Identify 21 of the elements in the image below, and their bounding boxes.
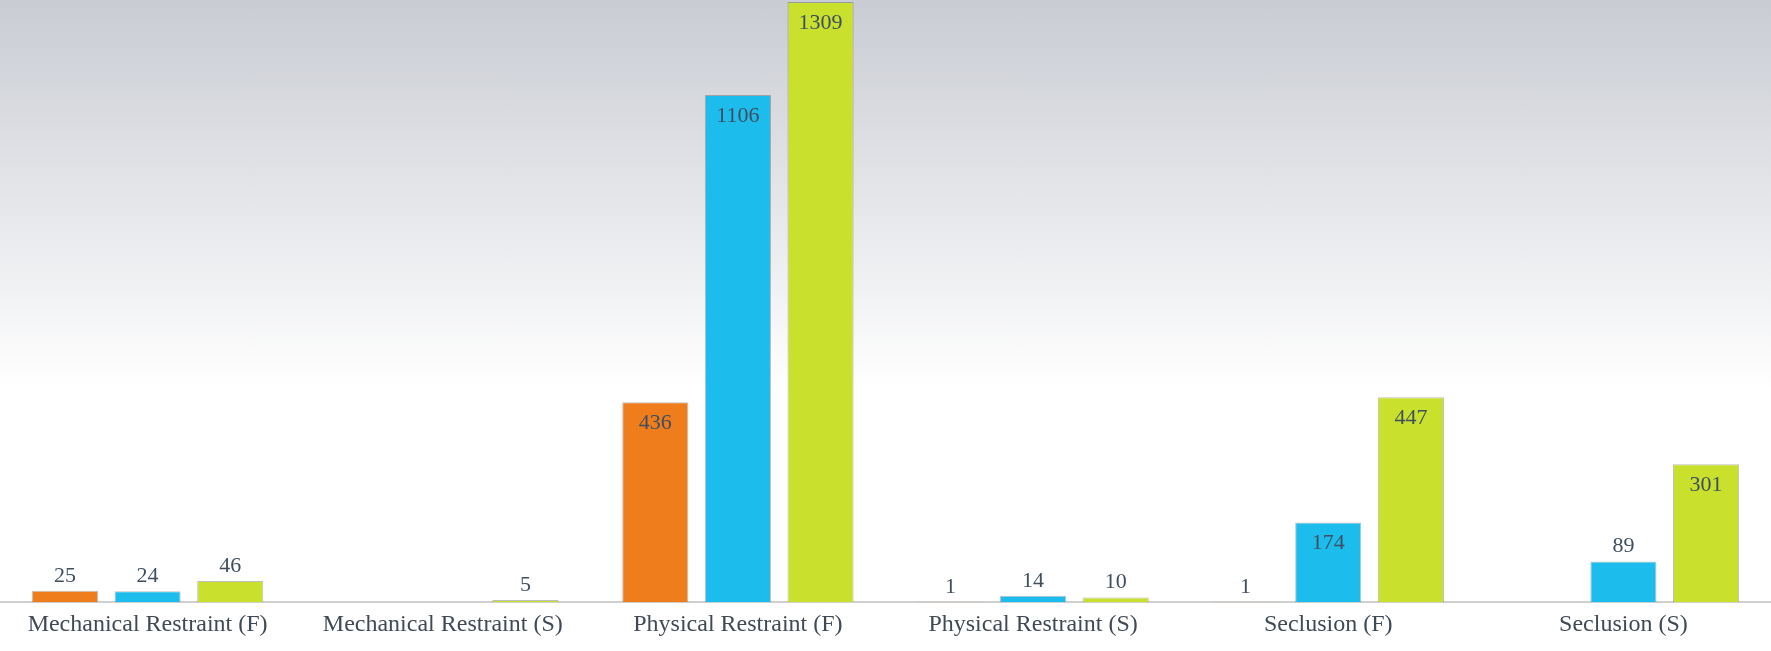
data-label: 89 [1612,532,1635,558]
data-label: 24 [136,561,159,587]
data-label: 301 [1689,470,1723,496]
data-label: 436 [638,409,672,435]
data-label: 1 [1240,572,1252,598]
data-label: 46 [219,551,242,577]
data-label: 14 [1022,566,1045,592]
data-label: 10 [1104,568,1127,594]
data-label: 25 [53,561,76,587]
data-label: 447 [1394,404,1428,430]
data-label: 1309 [798,8,843,34]
x-tick-label: Physical Restraint (S) [928,609,1138,636]
x-tick-label: Mechanical Restraint (F) [27,609,268,636]
x-tick-label: Physical Restraint (F) [633,609,843,636]
data-label: 1 [944,572,956,598]
data-label: 1106 [716,101,760,127]
x-tick-label: Mechanical Restraint (S) [322,609,563,636]
x-tick-label: Seclusion (S) [1559,609,1688,636]
x-tick-label: Seclusion (F) [1263,609,1393,636]
data-label: 174 [1311,529,1345,555]
data-label: 5 [519,570,531,596]
